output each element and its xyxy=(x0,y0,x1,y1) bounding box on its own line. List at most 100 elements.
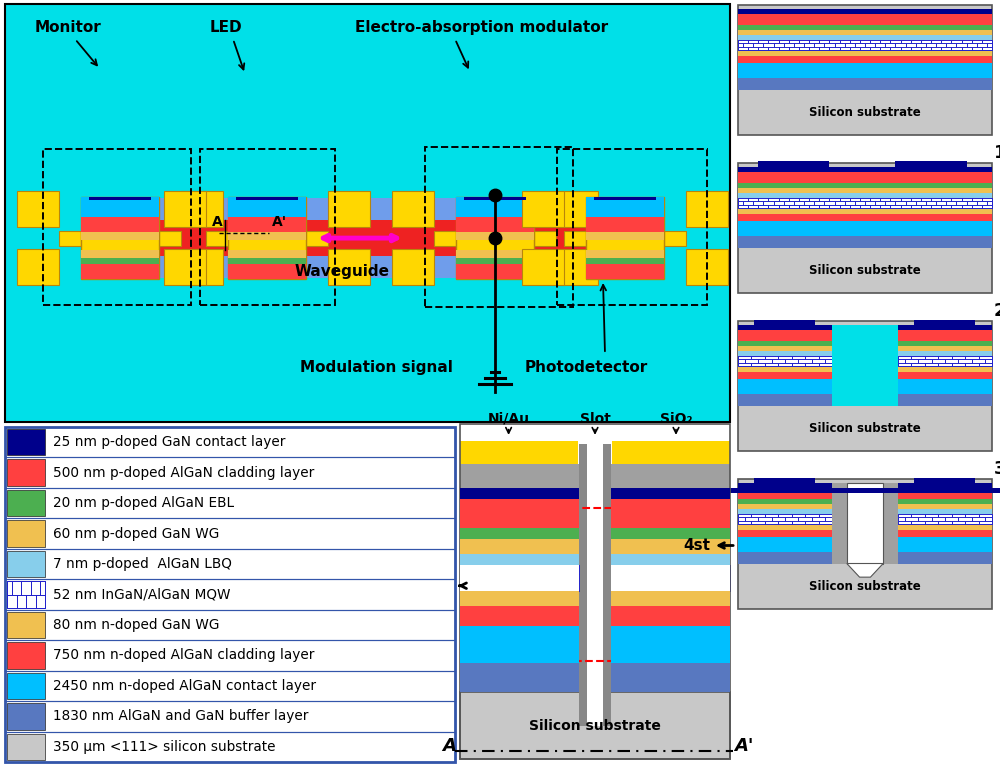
Bar xyxy=(460,539,579,554)
Bar xyxy=(476,245,495,249)
Bar xyxy=(228,232,306,240)
Bar xyxy=(956,201,967,205)
Bar xyxy=(640,565,662,574)
Bar xyxy=(505,240,524,245)
Text: A': A' xyxy=(272,215,287,229)
Bar xyxy=(556,249,598,285)
Bar xyxy=(911,363,925,366)
Bar xyxy=(982,47,992,50)
Bar xyxy=(768,198,779,201)
Bar xyxy=(784,201,794,205)
Text: Ni/Au: Ni/Au xyxy=(488,412,530,426)
Text: Silicon substrate: Silicon substrate xyxy=(809,106,921,119)
Bar xyxy=(710,583,730,591)
Bar xyxy=(482,583,505,591)
Bar xyxy=(81,217,159,232)
Bar xyxy=(7,581,45,607)
Bar xyxy=(460,663,579,692)
Bar xyxy=(774,201,784,205)
Bar xyxy=(5,670,455,701)
Bar xyxy=(979,514,992,517)
Bar xyxy=(829,205,840,208)
Bar xyxy=(938,521,952,524)
Bar xyxy=(611,626,730,663)
Bar xyxy=(901,47,911,50)
Bar xyxy=(819,40,829,43)
Bar xyxy=(982,198,992,201)
Bar xyxy=(5,579,455,610)
Bar xyxy=(918,359,932,363)
Bar xyxy=(870,47,880,50)
Bar xyxy=(516,574,539,583)
Bar xyxy=(460,565,579,591)
Bar xyxy=(89,197,151,200)
Bar xyxy=(789,198,799,201)
Bar xyxy=(911,356,925,359)
Bar xyxy=(778,363,792,366)
Text: Photodetector: Photodetector xyxy=(525,360,648,375)
Bar xyxy=(664,231,686,245)
Bar xyxy=(539,574,561,583)
Bar xyxy=(925,363,938,366)
Bar xyxy=(164,191,206,227)
Bar xyxy=(738,366,832,371)
Bar xyxy=(460,539,730,554)
Bar xyxy=(181,249,223,285)
Bar xyxy=(738,363,751,366)
Text: 80 nm n-doped GaN WG: 80 nm n-doped GaN WG xyxy=(53,618,219,632)
Bar xyxy=(480,565,500,574)
Bar xyxy=(661,574,680,583)
Bar xyxy=(17,249,59,285)
Bar xyxy=(751,363,765,366)
Bar xyxy=(925,514,938,517)
Bar xyxy=(7,673,45,699)
Bar xyxy=(819,47,829,50)
Bar xyxy=(951,40,962,43)
Bar xyxy=(890,47,901,50)
Bar xyxy=(738,488,832,499)
Text: Modulation signal: Modulation signal xyxy=(300,360,453,375)
Bar xyxy=(586,197,664,217)
Bar xyxy=(236,197,298,200)
Bar xyxy=(611,554,730,565)
Bar xyxy=(460,488,579,499)
Bar xyxy=(898,325,992,330)
Bar xyxy=(662,565,685,574)
Bar xyxy=(738,14,992,25)
Bar xyxy=(539,565,559,574)
Bar xyxy=(758,198,768,201)
Bar xyxy=(785,517,798,521)
Bar xyxy=(898,341,992,346)
Bar xyxy=(456,258,534,265)
Bar xyxy=(7,581,12,594)
Bar xyxy=(474,488,568,499)
Bar xyxy=(911,47,921,50)
Bar xyxy=(814,201,824,205)
Bar xyxy=(921,47,931,50)
Text: Slot: Slot xyxy=(580,412,610,426)
Bar xyxy=(898,538,992,552)
Bar xyxy=(768,47,779,50)
Bar xyxy=(754,478,815,484)
Bar xyxy=(768,205,779,208)
Bar xyxy=(938,363,952,366)
Bar xyxy=(958,359,972,363)
Bar xyxy=(738,50,992,55)
Text: 3st↓: 3st↓ xyxy=(994,460,1000,478)
Bar xyxy=(594,197,656,200)
Bar xyxy=(130,240,149,245)
Bar xyxy=(238,240,257,245)
Bar xyxy=(738,371,832,380)
Bar xyxy=(719,574,730,583)
Bar xyxy=(911,205,921,208)
Bar xyxy=(59,231,81,245)
Bar xyxy=(460,606,730,626)
Bar xyxy=(164,249,206,285)
Bar xyxy=(972,517,985,521)
Bar xyxy=(972,359,985,363)
Bar xyxy=(819,363,832,366)
Bar xyxy=(932,517,945,521)
Bar xyxy=(7,551,45,578)
Bar xyxy=(586,232,664,240)
Bar xyxy=(586,240,596,245)
